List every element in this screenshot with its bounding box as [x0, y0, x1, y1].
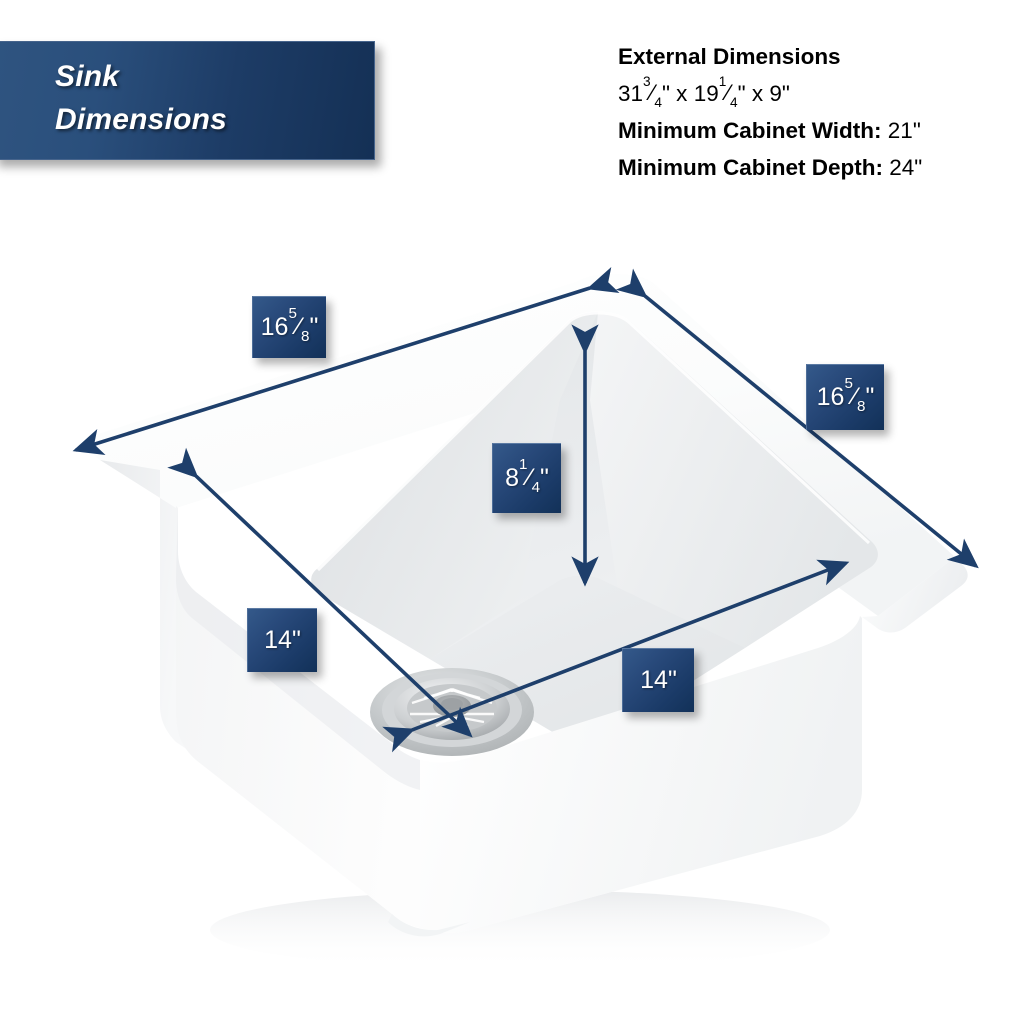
callout-rim-width-text: 165⁄8": [260, 305, 319, 346]
external-dimensions-value: 313⁄4" x 191⁄4" x 9": [618, 73, 1018, 112]
minimum-cabinet-width-value: 21": [887, 118, 921, 143]
ext-dim-sep-2: " x: [737, 81, 770, 106]
ext-dim-b-fraction: 1⁄4: [718, 73, 738, 110]
ext-dim-sep-1: " x: [661, 81, 694, 106]
title-text: Sink Dimensions: [55, 56, 365, 141]
sink-rim-left-facet: [100, 460, 188, 750]
callout-basin-depth-text: 81⁄4": [505, 456, 549, 497]
callout-basin-depth: 81⁄4": [492, 443, 561, 513]
dimension-arrow-basin-width: [167, 447, 473, 738]
callout-basin-length: 14": [622, 648, 694, 712]
dimension-arrow-rim-depth: [615, 268, 979, 569]
callout-rim-depth: 165⁄8": [806, 364, 884, 430]
callout-basin-length-text: 14": [640, 666, 677, 694]
callout-rim-width: 165⁄8": [252, 296, 326, 358]
sink-ground-shadow: [210, 890, 830, 970]
sink-body-bottom-corner: [388, 914, 470, 937]
callout-basin-width-text: 14": [264, 626, 301, 654]
dimension-arrow-basin-length: [382, 559, 850, 753]
ext-dim-c: 9": [769, 81, 790, 106]
minimum-cabinet-depth-row: Minimum Cabinet Depth: 24": [618, 149, 1018, 186]
ext-dim-b-den: 4: [730, 94, 738, 110]
dimension-arrow-rim-width: [72, 266, 620, 456]
ext-dim-a-whole: 31: [618, 81, 644, 106]
external-dimensions-heading: External Dimensions: [618, 44, 841, 69]
minimum-cabinet-depth-value: 24": [889, 155, 923, 180]
callout-rim-depth-text: 165⁄8": [816, 375, 875, 416]
minimum-cabinet-width-label: Minimum Cabinet Width:: [618, 118, 882, 143]
minimum-cabinet-width-row: Minimum Cabinet Width: 21": [618, 112, 1018, 149]
ext-dim-b-num: 1: [718, 73, 727, 89]
callout-basin-width: 14": [247, 608, 317, 672]
external-dimensions-block: External Dimensions 313⁄4" x 191⁄4" x 9"…: [618, 38, 1018, 186]
sink-rim-right-facet: [862, 557, 968, 633]
ext-dim-a-num: 3: [643, 73, 651, 89]
minimum-cabinet-depth-label: Minimum Cabinet Depth:: [618, 155, 883, 180]
ext-dim-a-den: 4: [654, 94, 662, 110]
ext-dim-b-whole: 19: [693, 81, 719, 106]
ext-dim-a-fraction: 3⁄4: [643, 73, 662, 110]
title-line-2: Dimensions: [55, 102, 228, 136]
title-line-1: Sink: [55, 60, 120, 93]
title-banner: Sink Dimensions: [0, 41, 375, 160]
